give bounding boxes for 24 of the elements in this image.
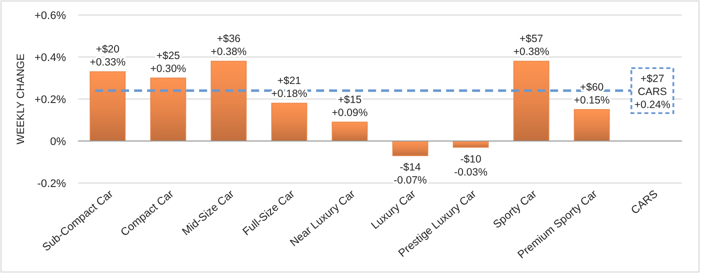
ref-line-label: +$27 CARS +0.24% xyxy=(634,73,670,112)
data-label: +$36 +0.38% xyxy=(210,33,247,58)
data-label: +$21 +0.18% xyxy=(271,75,308,100)
bar xyxy=(574,109,610,142)
data-label: +$20 +0.33% xyxy=(90,44,126,69)
y-tick-label: +0.2% xyxy=(34,94,66,106)
data-label: +$60 +0.15% xyxy=(574,82,610,106)
bar xyxy=(513,60,550,142)
data-label: +$57 +0.38% xyxy=(513,33,550,58)
y-tick-label: +0.6% xyxy=(34,10,66,22)
bar xyxy=(150,78,186,142)
data-label: +$15 +0.09% xyxy=(332,94,368,120)
bar xyxy=(332,122,368,142)
y-tick-label: +0.4% xyxy=(34,52,66,64)
data-label: +$25 +0.30% xyxy=(150,50,186,75)
y-tick-label: 0% xyxy=(50,136,66,148)
bar xyxy=(210,60,247,142)
bar xyxy=(392,140,428,156)
y-axis-title: WEEKLY CHANGE xyxy=(15,54,27,144)
bar xyxy=(271,102,308,142)
data-label: -$14 -0.07% xyxy=(394,162,427,187)
y-tick-label: -0.2% xyxy=(37,178,66,190)
bar xyxy=(90,71,126,142)
data-label: -$10 -0.03% xyxy=(454,153,488,178)
